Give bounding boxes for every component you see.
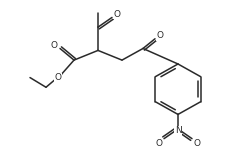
Text: O: O [50,41,58,50]
Text: O: O [54,73,61,82]
Text: O: O [156,139,162,148]
Text: O: O [113,10,121,19]
Text: N: N [175,126,181,135]
Text: O: O [194,139,200,148]
Text: O: O [157,31,163,40]
